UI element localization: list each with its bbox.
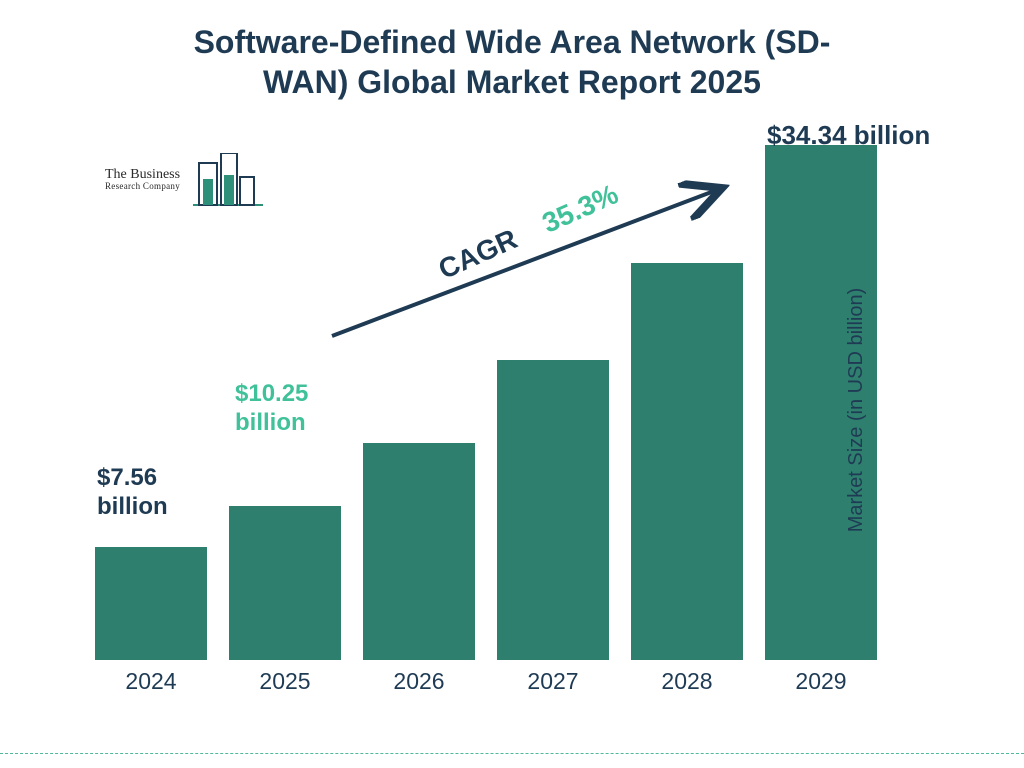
x-tick-2025: 2025 [229,668,341,695]
bar-2024 [95,547,207,660]
cagr-spacer [516,214,543,249]
chart-title-line1: Software-Defined Wide Area Network (SD- [80,22,944,62]
bar-2025 [229,506,341,660]
chart-title: Software-Defined Wide Area Network (SD- … [0,0,1024,112]
x-tick-2028: 2028 [631,668,743,695]
value-label-0: $7.56billion [97,464,168,522]
y-axis-label: Market Size (in USD billion) [845,288,868,533]
x-tick-2027: 2027 [497,668,609,695]
bar-2027 [497,360,609,660]
x-tick-2026: 2026 [363,668,475,695]
value-label-2: $34.34 billion [767,120,930,151]
cagr-arrow-icon [322,178,742,348]
cagr-annotation: CAGR 35.3% [322,178,742,348]
value-label-1: $10.25billion [235,380,308,438]
x-tick-2024: 2024 [95,668,207,695]
x-axis-labels: 2024 2025 2026 2027 2028 2029 [95,668,895,698]
x-tick-2029: 2029 [765,668,877,695]
chart-title-line2: WAN) Global Market Report 2025 [80,62,944,102]
bar-2026 [363,443,475,661]
bottom-divider [0,753,1024,754]
